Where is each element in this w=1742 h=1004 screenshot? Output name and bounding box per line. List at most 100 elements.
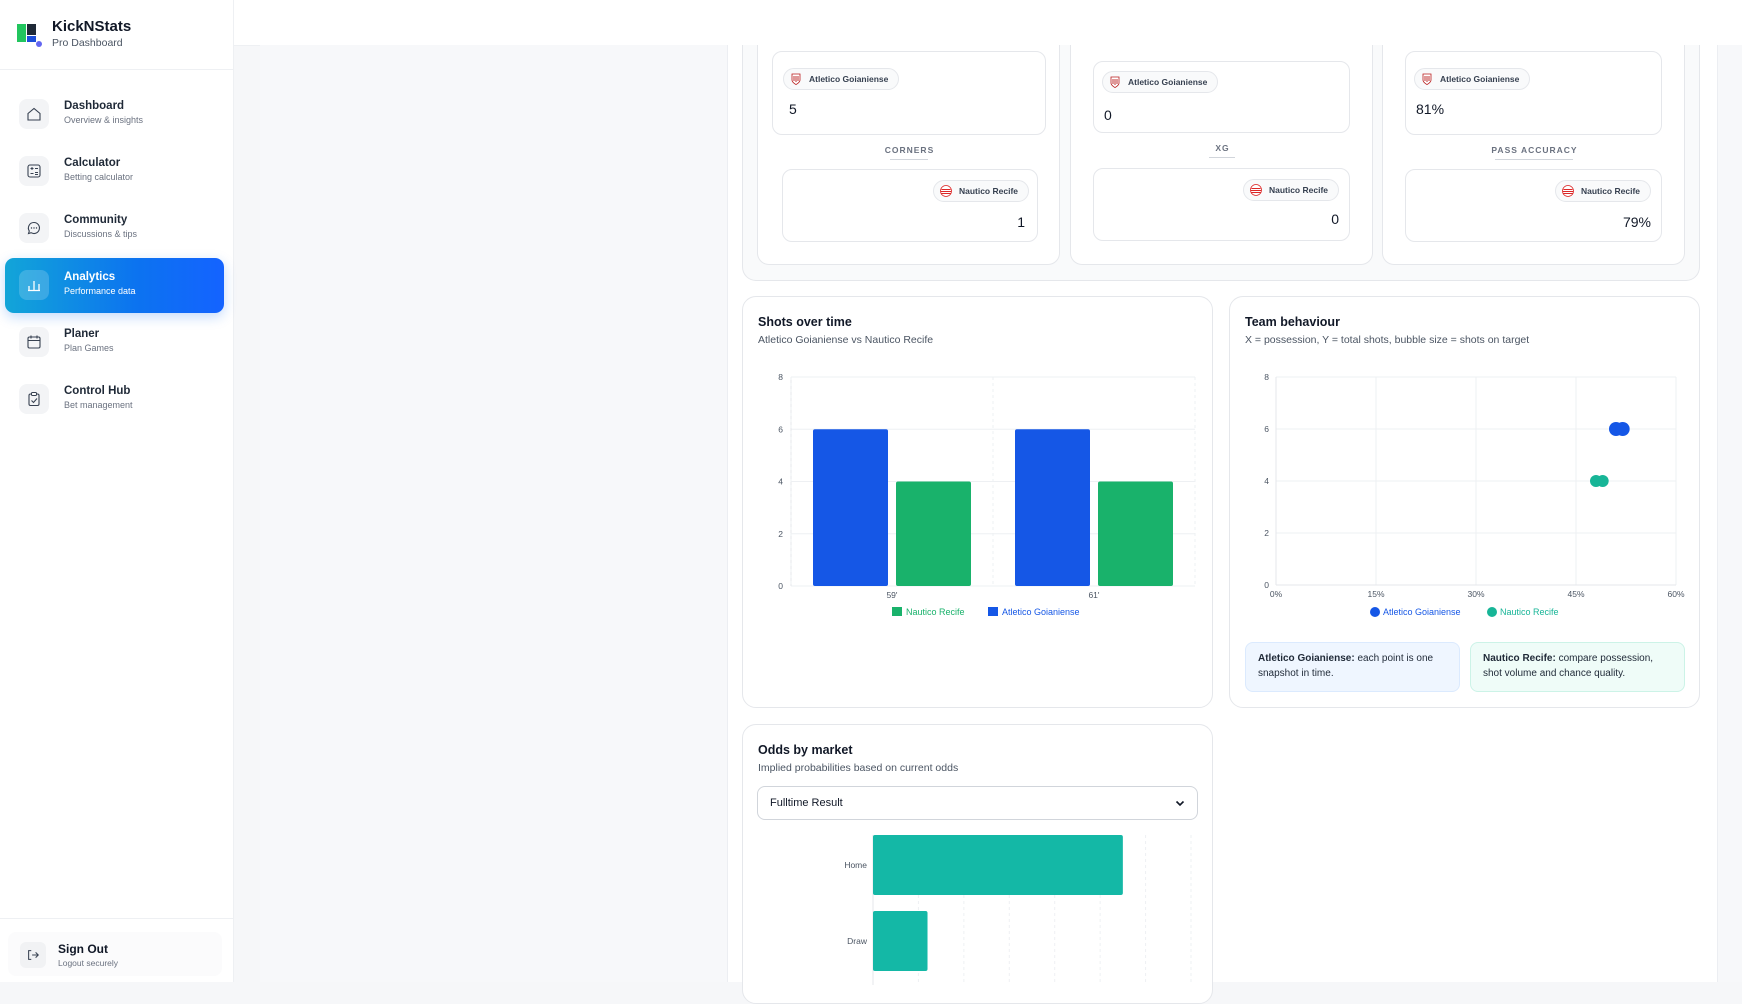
team-name: Nautico Recife: [1580, 186, 1640, 196]
legend-swatch: [1370, 607, 1380, 617]
card-title: Shots over time: [758, 315, 852, 329]
shots-over-time-card: Shots over time Atletico Goianiense vs N…: [742, 296, 1213, 708]
x-tick-label: 61': [1088, 590, 1099, 600]
legend-label: Atletico Goianiense: [1383, 607, 1461, 617]
x-tick-label: 0%: [1270, 589, 1283, 599]
odds-hbar-chart: Home Draw: [844, 835, 1192, 985]
metric-label: PASS ACCURACY: [1491, 145, 1578, 155]
home-value: 81%: [1416, 101, 1445, 117]
nav-item-control-hub[interactable]: Control Hub Bet management: [5, 372, 224, 427]
away-team-box: Nautico Recife 1: [782, 169, 1038, 242]
chat-icon: [19, 213, 49, 243]
shots-bar-chart: 0 2 4 6 8 59' 61' Nautico Recife Atletico Goiani…: [778, 372, 1196, 617]
odds-by-market-card: Odds by market Implied probabilities bas…: [742, 724, 1213, 1004]
y-tick-label: 8: [1264, 372, 1269, 382]
topbar: [234, 0, 1742, 46]
away-team-box: Nautico Recife 79%: [1405, 169, 1662, 242]
nav-item-sub: Plan Games: [64, 343, 114, 353]
nav-item-sub: Discussions & tips: [64, 229, 138, 239]
market-select[interactable]: Fulltime Result: [757, 786, 1198, 820]
home-value: 0: [1104, 107, 1112, 123]
nav-item-dashboard[interactable]: Dashboard Overview & insights: [5, 87, 224, 142]
away-value: 0: [1331, 211, 1339, 227]
y-tick-label: 2: [1264, 528, 1269, 538]
note-home-text: each point is one snapshot in time.: [1258, 653, 1434, 679]
away-team-box: Nautico Recife 0: [1093, 168, 1350, 241]
card-subtitle: X = possession, Y = total shots, bubble …: [1245, 334, 1530, 346]
team-name: Nautico Recife: [1268, 185, 1328, 195]
legend-swatch: [892, 607, 902, 616]
sign-out-label: Sign Out: [58, 942, 108, 956]
scatter-point-home: [1615, 422, 1630, 436]
atletico-crest-icon: [1422, 73, 1432, 85]
team-name: Atletico Goianiense: [809, 74, 889, 84]
nav-item-sub: Performance data: [64, 286, 136, 296]
bar-home: [1015, 429, 1090, 586]
team-name: Nautico Recife: [958, 186, 1018, 196]
x-tick-label: 30%: [1467, 589, 1484, 599]
category-label: Draw: [847, 936, 868, 946]
category-label: Home: [844, 860, 867, 870]
bar-away: [1098, 481, 1173, 586]
legend-label: Nautico Recife: [906, 607, 965, 617]
nav-item-analytics[interactable]: Analytics Performance data: [5, 258, 224, 313]
note-away: Nautico Recife: compare possession, shot…: [1470, 642, 1685, 692]
stat-card-xg: Atletico Goianiense 0 XG Nautico Recife …: [1070, 45, 1373, 265]
nav-item-calculator[interactable]: Calculator Betting calculator: [5, 144, 224, 199]
away-value: 79%: [1622, 214, 1651, 230]
nav-item-label: Planer: [64, 328, 100, 340]
y-tick-label: 8: [778, 372, 783, 382]
legend-swatch: [988, 607, 998, 616]
chevron-down-icon: [1175, 800, 1185, 807]
home-team-box: Atletico Goianiense 0: [1093, 61, 1350, 133]
brand[interactable]: KickNStats Pro Dashboard: [14, 16, 224, 56]
nav-item-sub: Overview & insights: [64, 115, 144, 125]
nav-item-community[interactable]: Community Discussions & tips: [5, 201, 224, 256]
note-home: Atletico Goianiense: each point is one s…: [1245, 642, 1460, 692]
legend-label: Nautico Recife: [1500, 607, 1559, 617]
home-value: 5: [789, 101, 797, 117]
odds-bar: [873, 911, 928, 971]
brand-title: KickNStats: [52, 18, 132, 35]
bar-away: [896, 481, 971, 586]
note-away-team: Nautico Recife:: [1483, 653, 1556, 664]
nav-item-sub: Betting calculator: [64, 172, 134, 182]
metric-underline: [890, 159, 928, 160]
home-team-box: Atletico Goianiense 81%: [1405, 51, 1662, 135]
team-pill-home: Atletico Goianiense: [783, 68, 900, 90]
team-pill-home: Atletico Goianiense: [1102, 71, 1219, 93]
calculator-icon: [19, 156, 49, 186]
nav-item-label: Control Hub: [64, 385, 131, 397]
card-subtitle: Implied probabilities based on current o…: [758, 762, 959, 774]
bar-chart-icon: [19, 270, 49, 300]
away-value: 1: [1017, 214, 1025, 230]
y-tick-label: 6: [778, 424, 783, 434]
scatter-point-away: [1596, 475, 1609, 487]
behaviour-scatter-chart: 0 2 4 6 8 0% 15% 30% 45% 60% Atletico Goianiense Na…: [1264, 372, 1685, 617]
home-team-box: Atletico Goianiense 5: [772, 51, 1046, 135]
note-home-team: Atletico Goianiense:: [1258, 653, 1355, 664]
card-title: Team behaviour: [1245, 315, 1340, 329]
metric-label: XG: [1215, 143, 1230, 153]
team-name: Atletico Goianiense: [1128, 77, 1208, 87]
y-tick-label: 2: [778, 529, 783, 539]
nav-item-planer[interactable]: Planer Plan Games: [5, 315, 224, 370]
nav-item-label: Calculator: [64, 157, 121, 169]
market-select-value: Fulltime Result: [770, 797, 843, 809]
atletico-crest-icon: [791, 73, 801, 85]
metric-underline: [1495, 159, 1573, 160]
clipboard-icon: [19, 384, 49, 414]
team-name: Atletico Goianiense: [1440, 74, 1520, 84]
sign-out-button[interactable]: Sign Out Logout securely: [8, 932, 222, 976]
nav-item-label: Analytics: [64, 271, 116, 283]
x-tick-label: 15%: [1367, 589, 1384, 599]
brand-subtitle: Pro Dashboard: [52, 37, 123, 49]
x-tick-label: 45%: [1567, 589, 1584, 599]
y-tick-label: 6: [1264, 424, 1269, 434]
team-behaviour-card: Team behaviour X = possession, Y = total…: [1229, 296, 1700, 708]
sidebar: KickNStats Pro Dashboard Dashboard Overv…: [0, 0, 234, 982]
y-tick-label: 0: [778, 581, 783, 591]
atletico-crest-icon: [1110, 76, 1120, 88]
bar-home: [813, 429, 888, 586]
odds-bar: [873, 835, 1123, 895]
